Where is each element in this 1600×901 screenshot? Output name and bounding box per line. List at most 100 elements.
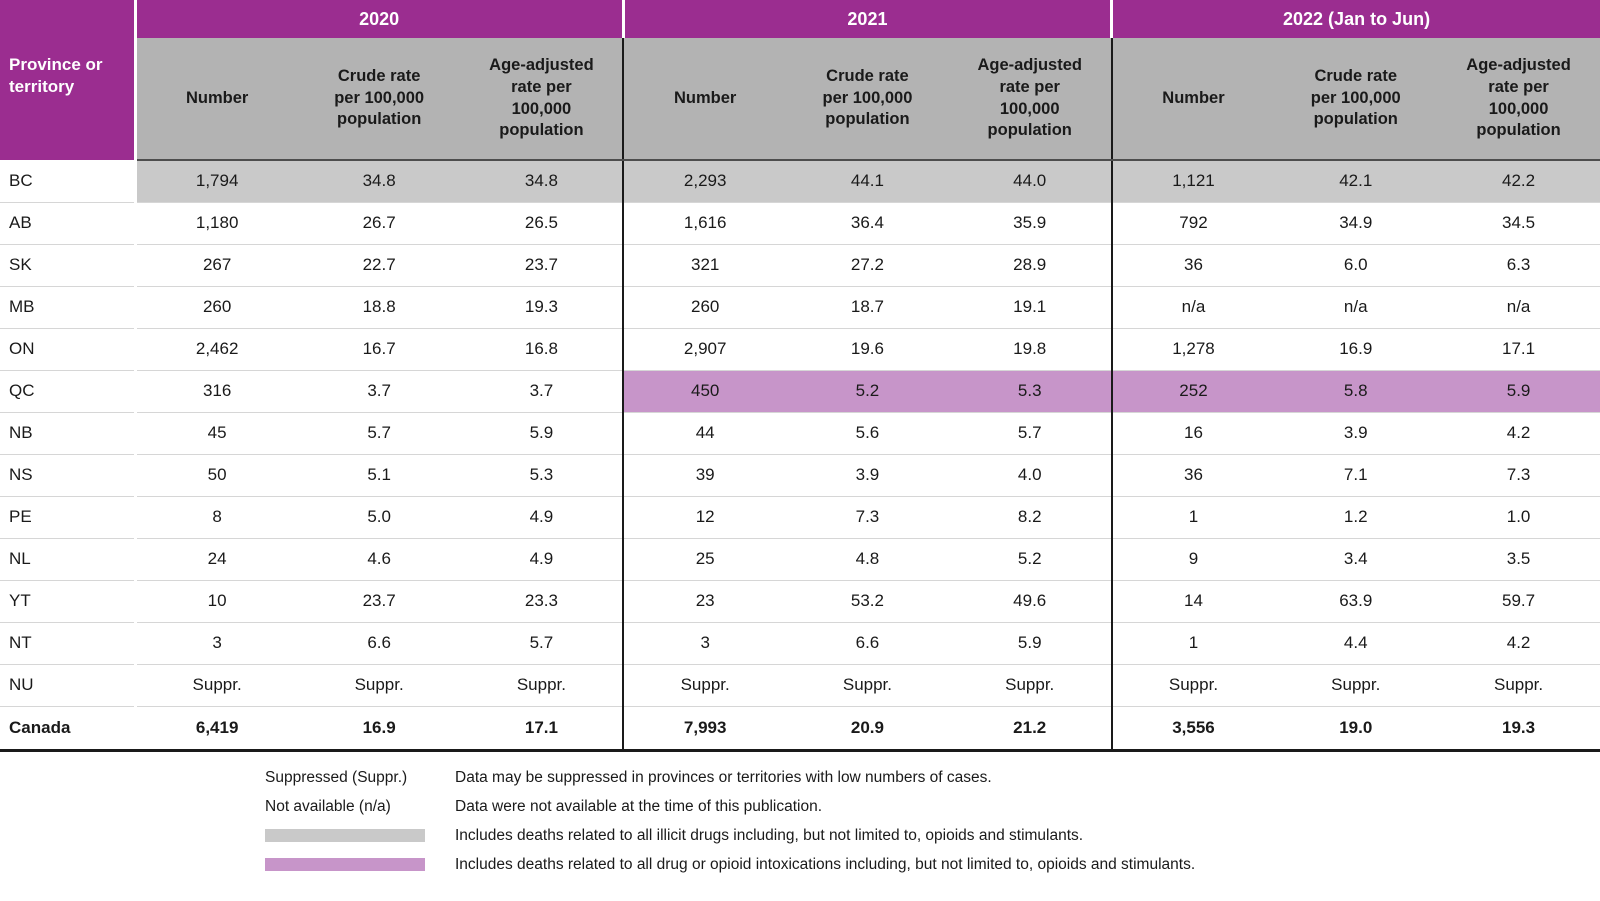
subheader-age-adjusted-rate-2021: Age-adjusted rate per 100,000 population bbox=[948, 38, 1112, 161]
data-cell: 6.0 bbox=[1274, 244, 1438, 287]
table-row: NS 50 5.1 5.3 39 3.9 4.0 36 7.1 7.3 bbox=[0, 454, 1600, 497]
data-cell: 53.2 bbox=[786, 580, 949, 623]
data-cell: 3.5 bbox=[1437, 538, 1600, 581]
table-row: Canada 6,419 16.9 17.1 7,993 20.9 21.2 3,556 19.… bbox=[0, 706, 1600, 752]
data-cell: 34.9 bbox=[1274, 202, 1438, 245]
province-label: NT bbox=[0, 622, 137, 665]
subheader-number-2021: Number bbox=[622, 38, 787, 161]
legend-row-gray-highlight: Includes deaths related to all illicit d… bbox=[265, 822, 1600, 851]
data-cell: 2,293 bbox=[622, 160, 787, 203]
data-cell: 22.7 bbox=[297, 244, 461, 287]
data-cell: 4.9 bbox=[460, 538, 624, 581]
data-cell: 28.9 bbox=[948, 244, 1112, 287]
data-cell: 260 bbox=[622, 286, 787, 329]
data-cell: 252 bbox=[1110, 370, 1275, 413]
legend-text-suppressed: Data may be suppressed in provinces or t… bbox=[455, 769, 992, 786]
table-row: QC 316 3.7 3.7 450 5.2 5.3 252 5.8 5.9 bbox=[0, 370, 1600, 413]
table-row: NL 24 4.6 4.9 25 4.8 5.2 9 3.4 3.5 bbox=[0, 538, 1600, 581]
data-cell: 26.7 bbox=[297, 202, 461, 245]
data-cell: 3.7 bbox=[297, 370, 461, 413]
data-cell: 4.8 bbox=[786, 538, 949, 581]
gray-highlight-swatch bbox=[265, 829, 425, 843]
data-cell: 5.7 bbox=[948, 412, 1112, 455]
data-cell: 5.6 bbox=[786, 412, 949, 455]
deaths-table: Province or territory 2020 2021 2022 (Ja… bbox=[0, 0, 1600, 752]
province-label: AB bbox=[0, 202, 137, 245]
data-cell: 1.2 bbox=[1274, 496, 1438, 539]
data-cell: 3.9 bbox=[1274, 412, 1438, 455]
data-cell: Suppr. bbox=[134, 664, 298, 707]
data-cell: 3 bbox=[134, 622, 298, 665]
data-cell: n/a bbox=[1110, 286, 1275, 329]
legend: Suppressed (Suppr.) Data may be suppress… bbox=[0, 764, 1600, 880]
data-cell: 260 bbox=[134, 286, 298, 329]
data-cell: 5.2 bbox=[948, 538, 1112, 581]
data-cell: 45 bbox=[134, 412, 298, 455]
data-cell: 14 bbox=[1110, 580, 1275, 623]
data-cell: 6.6 bbox=[786, 622, 949, 665]
data-cell: 7,993 bbox=[622, 706, 787, 752]
data-cell: 5.9 bbox=[948, 622, 1112, 665]
subheader-age-adjusted-rate-2020: Age-adjusted rate per 100,000 population bbox=[460, 38, 624, 161]
data-cell: 9 bbox=[1110, 538, 1275, 581]
table-row: MB 260 18.8 19.3 260 18.7 19.1 n/a n/a n/a bbox=[0, 286, 1600, 329]
data-cell: 18.8 bbox=[297, 286, 461, 329]
data-cell: 63.9 bbox=[1274, 580, 1438, 623]
table-body: BC 1,794 34.8 34.8 2,293 44.1 44.0 1,121 42.1 42.… bbox=[0, 160, 1600, 752]
subheader-age-adjusted-rate-2022: Age-adjusted rate per 100,000 population bbox=[1437, 38, 1600, 161]
province-label: SK bbox=[0, 244, 137, 287]
data-cell: 8.2 bbox=[948, 496, 1112, 539]
year-header-2020: 2020 bbox=[133, 0, 624, 38]
data-cell: 4.6 bbox=[297, 538, 461, 581]
province-label: NB bbox=[0, 412, 137, 455]
province-label: MB bbox=[0, 286, 137, 329]
data-cell: 34.8 bbox=[297, 160, 461, 203]
data-cell: 35.9 bbox=[948, 202, 1112, 245]
data-cell: 267 bbox=[134, 244, 298, 287]
data-cell: 316 bbox=[134, 370, 298, 413]
year-header-row: Province or territory 2020 2021 2022 (Ja… bbox=[0, 0, 1600, 160]
data-cell: 21.2 bbox=[948, 706, 1112, 752]
data-cell: 10 bbox=[134, 580, 298, 623]
subheader-crude-rate-2020: Crude rate per 100,000 population bbox=[297, 38, 461, 161]
province-label: NU bbox=[0, 664, 137, 707]
data-cell: 321 bbox=[622, 244, 787, 287]
data-cell: 12 bbox=[622, 496, 787, 539]
data-cell: 16.9 bbox=[1274, 328, 1438, 371]
data-cell: 3 bbox=[622, 622, 787, 665]
subheader-number-2022: Number bbox=[1110, 38, 1275, 161]
data-cell: 16 bbox=[1110, 412, 1275, 455]
data-cell: 44.1 bbox=[786, 160, 949, 203]
data-cell: 34.5 bbox=[1437, 202, 1600, 245]
data-cell: 1,278 bbox=[1110, 328, 1275, 371]
data-cell: 1 bbox=[1110, 496, 1275, 539]
data-cell: 34.8 bbox=[460, 160, 624, 203]
data-cell: 2,462 bbox=[134, 328, 298, 371]
data-cell: 3.7 bbox=[460, 370, 624, 413]
data-cell: Suppr. bbox=[297, 664, 461, 707]
data-cell: 17.1 bbox=[1437, 328, 1600, 371]
province-label: BC bbox=[0, 160, 137, 203]
data-cell: 5.7 bbox=[460, 622, 624, 665]
data-cell: 19.1 bbox=[948, 286, 1112, 329]
data-cell: 5.8 bbox=[1274, 370, 1438, 413]
data-cell: 4.9 bbox=[460, 496, 624, 539]
data-cell: Suppr. bbox=[1274, 664, 1438, 707]
subheader-crude-rate-2021: Crude rate per 100,000 population bbox=[786, 38, 949, 161]
data-cell: 8 bbox=[134, 496, 298, 539]
legend-row-purple-highlight: Includes deaths related to all drug or o… bbox=[265, 851, 1600, 880]
data-cell: 6.3 bbox=[1437, 244, 1600, 287]
subheader-number-2020: Number bbox=[134, 38, 298, 161]
data-cell: 450 bbox=[622, 370, 787, 413]
data-cell: 42.2 bbox=[1437, 160, 1600, 203]
year-header-2022: 2022 (Jan to Jun) bbox=[1110, 0, 1600, 38]
data-cell: 19.3 bbox=[1437, 706, 1600, 752]
data-cell: 2,907 bbox=[622, 328, 787, 371]
data-cell: 5.0 bbox=[297, 496, 461, 539]
data-cell: 4.2 bbox=[1437, 622, 1600, 665]
data-cell: 5.1 bbox=[297, 454, 461, 497]
data-cell: 20.9 bbox=[786, 706, 949, 752]
data-cell: 49.6 bbox=[948, 580, 1112, 623]
legend-label-not-available: Not available (n/a) bbox=[265, 798, 391, 815]
